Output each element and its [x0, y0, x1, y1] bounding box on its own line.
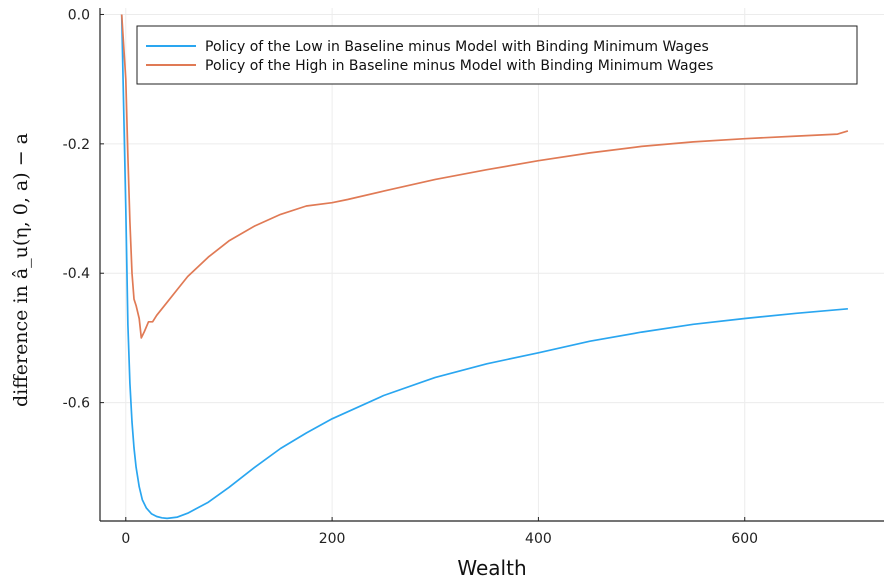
x-tick-label: 400	[525, 531, 552, 547]
x-tick-label: 0	[121, 531, 130, 547]
y-tick-label: -0.4	[63, 266, 90, 282]
x-tick-label: 600	[731, 531, 758, 547]
legend-label-0: Policy of the Low in Baseline minus Mode…	[205, 39, 709, 55]
y-tick-label: -0.6	[63, 396, 90, 412]
y-tick-label: 0.0	[68, 7, 90, 23]
legend: Policy of the Low in Baseline minus Mode…	[136, 25, 858, 85]
legend-box	[136, 25, 858, 85]
series-line-0	[120, 14, 848, 520]
grid	[100, 8, 884, 521]
series-group	[120, 14, 849, 520]
tick-group: 0 200 400 600 0.0 -0.2 -0.4 -0.6	[63, 7, 758, 547]
axes	[99, 8, 884, 522]
series-line-1	[120, 14, 849, 339]
x-tick-label: 200	[319, 531, 346, 547]
legend-label-1: Policy of the High in Baseline minus Mod…	[205, 58, 713, 74]
y-axis-label: difference in â_u(η, 0, a) − a	[10, 133, 32, 407]
x-axis-label: Wealth	[457, 556, 526, 579]
y-tick-label: -0.2	[63, 137, 90, 153]
